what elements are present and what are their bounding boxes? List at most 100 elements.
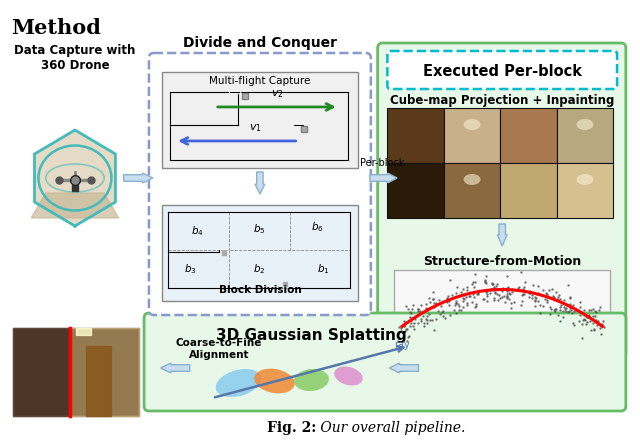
Point: [465, 292, 475, 299]
Point: [516, 268, 526, 275]
Point: [516, 301, 527, 308]
Point: [490, 284, 500, 291]
Point: [577, 334, 588, 341]
Point: [502, 294, 513, 301]
Point: [408, 301, 418, 308]
Point: [418, 312, 428, 319]
Point: [589, 312, 600, 319]
Point: [461, 301, 472, 308]
Point: [394, 323, 404, 330]
Text: Our overall pipeline.: Our overall pipeline.: [316, 421, 466, 435]
Point: [458, 298, 468, 305]
FancyBboxPatch shape: [149, 53, 371, 315]
Point: [563, 307, 573, 314]
Point: [428, 295, 438, 302]
Point: [542, 299, 552, 306]
Point: [479, 277, 490, 284]
Polygon shape: [86, 345, 111, 416]
Bar: [557, 108, 613, 163]
Point: [468, 278, 478, 285]
Point: [497, 293, 508, 300]
Point: [473, 289, 483, 296]
Point: [573, 307, 583, 314]
Point: [548, 293, 558, 300]
Bar: [387, 163, 444, 218]
Point: [421, 304, 431, 312]
Point: [577, 320, 588, 327]
Point: [588, 320, 598, 327]
Point: [421, 312, 431, 319]
Bar: [444, 163, 500, 218]
Point: [480, 278, 490, 285]
Point: [508, 286, 518, 293]
Point: [434, 297, 444, 304]
Point: [416, 301, 426, 308]
Point: [442, 292, 452, 299]
FancyBboxPatch shape: [378, 43, 626, 358]
Point: [548, 307, 559, 314]
Point: [596, 330, 606, 337]
Polygon shape: [255, 172, 265, 194]
Point: [591, 309, 602, 316]
Text: Block Division: Block Division: [218, 285, 301, 295]
Point: [401, 302, 411, 309]
Point: [427, 317, 437, 324]
Polygon shape: [124, 173, 153, 183]
Point: [503, 283, 513, 290]
Point: [409, 319, 419, 326]
Point: [419, 322, 429, 329]
Point: [438, 312, 449, 319]
Bar: [161, 72, 358, 168]
Point: [578, 316, 588, 323]
Point: [482, 298, 492, 305]
Point: [410, 315, 420, 322]
Point: [585, 317, 595, 324]
Point: [468, 289, 479, 296]
Point: [451, 290, 461, 297]
Point: [462, 286, 472, 293]
Point: [495, 295, 506, 302]
Point: [467, 298, 477, 305]
Point: [481, 272, 492, 279]
Point: [597, 321, 607, 328]
Point: [453, 307, 463, 314]
Point: [554, 296, 564, 303]
Bar: [387, 108, 444, 163]
Point: [484, 290, 495, 297]
Point: [568, 301, 579, 308]
Point: [527, 292, 537, 299]
Point: [555, 307, 565, 314]
Point: [586, 326, 596, 334]
Ellipse shape: [577, 174, 593, 185]
Text: $b_4$: $b_4$: [191, 224, 204, 238]
Point: [579, 307, 589, 314]
Point: [481, 279, 491, 286]
Point: [458, 286, 468, 293]
Point: [471, 302, 481, 309]
Point: [408, 323, 419, 330]
Point: [407, 305, 417, 312]
Point: [435, 311, 445, 318]
Point: [588, 312, 598, 319]
Point: [568, 320, 578, 327]
Point: [482, 293, 492, 300]
Point: [428, 304, 438, 311]
Point: [470, 301, 481, 308]
Point: [517, 287, 527, 294]
Text: Fig. 2:: Fig. 2:: [267, 421, 316, 435]
Point: [575, 299, 585, 306]
Polygon shape: [389, 363, 419, 373]
Point: [512, 286, 522, 293]
Point: [409, 325, 419, 332]
Point: [534, 290, 545, 297]
Point: [538, 286, 548, 293]
Point: [513, 285, 523, 292]
Point: [492, 281, 502, 288]
Point: [428, 296, 438, 303]
Text: Coarse-to-Fine
Alignment: Coarse-to-Fine Alignment: [176, 338, 262, 359]
Point: [402, 337, 412, 345]
Point: [472, 291, 483, 298]
Point: [442, 295, 452, 302]
Point: [490, 289, 500, 296]
Point: [514, 283, 524, 290]
